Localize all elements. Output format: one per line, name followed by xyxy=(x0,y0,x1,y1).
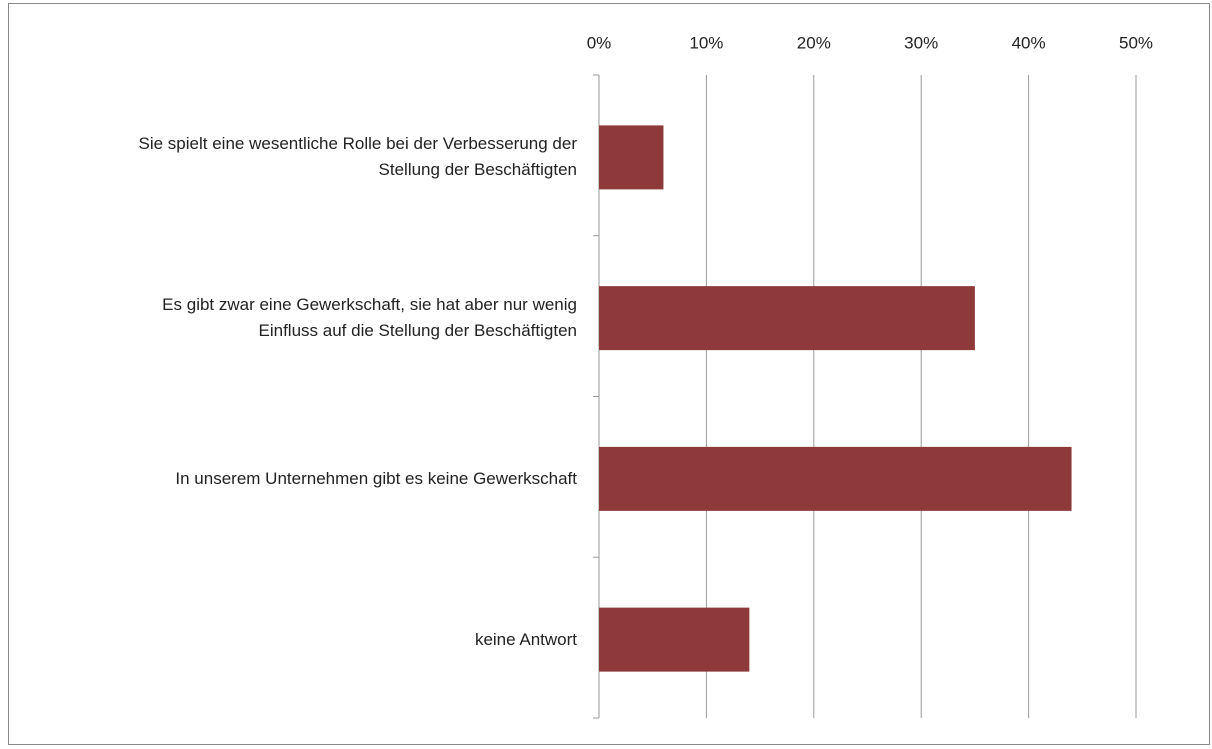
chart-frame xyxy=(8,3,1210,745)
category-label: Sie spielt eine wesentliche Rolle bei de… xyxy=(138,134,577,180)
x-tick-label: 10% xyxy=(689,33,723,52)
category-label: Es gibt zwar eine Gewerkschaft, sie hat … xyxy=(162,295,577,341)
x-tick-label: 50% xyxy=(1119,33,1153,52)
category-label: In unserem Unternehmen gibt es keine Gew… xyxy=(175,468,577,488)
bar xyxy=(599,446,1072,511)
category-label: keine Antwort xyxy=(474,629,577,649)
x-tick-label: 20% xyxy=(797,33,831,52)
x-tick-label: 0% xyxy=(587,33,612,52)
bar xyxy=(599,286,975,351)
bar xyxy=(599,125,664,190)
x-tick-label: 30% xyxy=(904,33,938,52)
bar xyxy=(599,607,750,672)
x-tick-label: 40% xyxy=(1012,33,1046,52)
